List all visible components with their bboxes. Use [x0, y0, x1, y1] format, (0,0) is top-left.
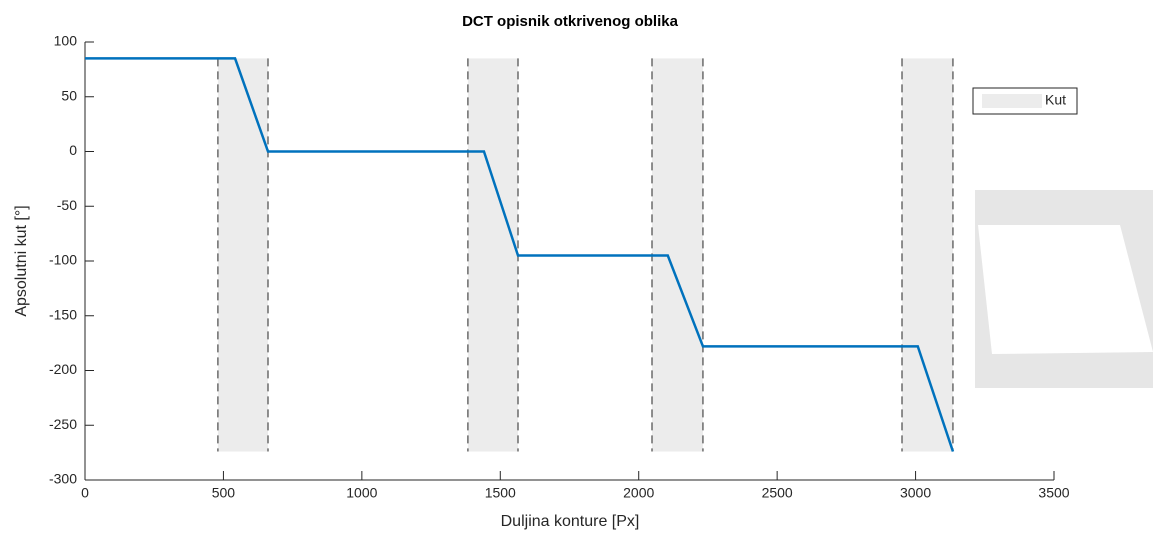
x-tick-label: 0 — [81, 485, 89, 501]
shape-image-inner — [978, 225, 1153, 354]
y-tick-label: -300 — [49, 471, 77, 487]
y-tick-label: 100 — [54, 33, 78, 49]
y-tick-label: 0 — [69, 142, 77, 158]
region — [902, 58, 953, 452]
chart-title: DCT opisnik otkrivenog oblika — [462, 13, 679, 30]
x-tick-label: 2000 — [623, 485, 654, 501]
region — [217, 58, 269, 452]
legend-label: Kut — [1045, 92, 1066, 108]
y-tick-label: -50 — [57, 197, 77, 213]
region — [467, 58, 519, 452]
x-tick-label: 1000 — [346, 485, 377, 501]
x-tick-label: 2500 — [762, 485, 793, 501]
y-tick-label: -150 — [49, 306, 77, 322]
x-axis-label: Duljina konture [Px] — [501, 513, 640, 530]
data-line — [85, 57, 955, 452]
x-tick-label: 3500 — [1038, 485, 1069, 501]
y-tick-label: -100 — [49, 252, 77, 268]
legend-swatch — [982, 94, 1042, 108]
x-tick-label: 1500 — [485, 485, 516, 501]
x-tick-label: 500 — [212, 485, 236, 501]
y-tick-label: -200 — [49, 361, 77, 377]
y-tick-label: 50 — [61, 87, 77, 103]
x-tick-label: 3000 — [900, 485, 931, 501]
y-axis-label: Apsolutni kut [°] — [13, 205, 30, 316]
y-tick-label: -250 — [49, 416, 77, 432]
